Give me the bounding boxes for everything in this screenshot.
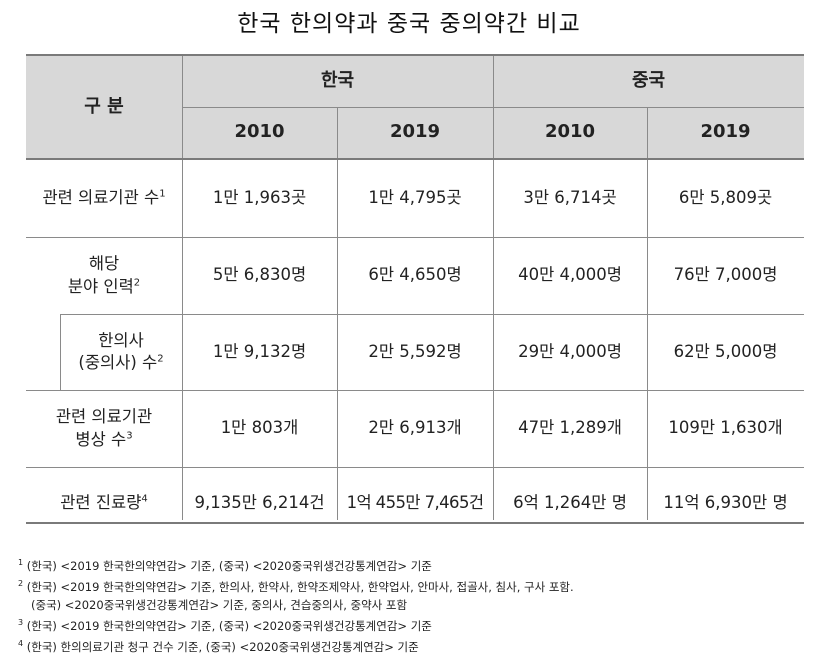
header-category: 구 분 bbox=[26, 56, 182, 158]
grid-line bbox=[647, 107, 648, 520]
grid-line bbox=[182, 107, 804, 108]
row-label: 해당 분야 인력2 bbox=[67, 254, 141, 296]
table-cell: 47만 1,289개 bbox=[518, 418, 622, 438]
row-label: 관련 진료량4 bbox=[60, 493, 148, 513]
header-divider bbox=[26, 158, 804, 160]
table-cell: 62만 5,000명 bbox=[673, 341, 778, 361]
table-cell: 109만 1,630개 bbox=[668, 418, 783, 438]
footnote: 1 (한국) <2019 한국한의약연감> 기준, (중국) <2020중국위생… bbox=[18, 558, 432, 573]
comparison-table: 구 분 한국 중국 2010 2019 2010 2019 관련 의료기관 수1… bbox=[26, 54, 804, 524]
table-cell: 1만 9,132명 bbox=[212, 341, 307, 361]
row-label: 관련 의료기관 수1 bbox=[42, 188, 166, 208]
footnote: 4 (한국) 한의의료기관 청구 건수 기준, (중국) <2020중국위생건강… bbox=[18, 639, 419, 655]
table-cell: 1억 455만 7,465건 bbox=[346, 493, 484, 513]
header-year: 2010 bbox=[182, 107, 337, 158]
grid-line bbox=[26, 467, 804, 468]
table-cell: 76만 7,000명 bbox=[673, 265, 778, 285]
table-cell: 5만 6,830명 bbox=[212, 265, 307, 285]
table-cell: 2만 6,913개 bbox=[368, 418, 462, 438]
grid-line bbox=[182, 56, 183, 520]
table-cell: 29만 4,000명 bbox=[518, 341, 622, 361]
table-cell: 11억 6,930만 명 bbox=[663, 493, 788, 513]
grid-line bbox=[337, 107, 338, 520]
table-cell: 6만 4,650명 bbox=[368, 265, 462, 285]
header-year: 2019 bbox=[647, 107, 804, 158]
table-cell: 2만 5,592명 bbox=[368, 341, 462, 361]
grid-line bbox=[493, 56, 494, 520]
grid-line bbox=[26, 237, 804, 238]
footnote: 2 (한국) <2019 한국한의약연감> 기준, 한의사, 한약사, 한약조제… bbox=[18, 579, 574, 594]
header-korea: 한국 bbox=[182, 56, 493, 107]
table-cell: 3만 6,714곳 bbox=[523, 188, 617, 208]
header-china: 중국 bbox=[493, 56, 804, 107]
footnotes: 1 (한국) <2019 한국한의약연감> 기준, (중국) <2020중국위생… bbox=[18, 554, 808, 656]
grid-line bbox=[26, 390, 804, 391]
table-cell: 6만 5,809곳 bbox=[678, 188, 773, 208]
table-cell: 40만 4,000명 bbox=[518, 265, 622, 285]
table-cell: 9,135만 6,214건 bbox=[194, 493, 325, 513]
table-cell: 1만 4,795곳 bbox=[368, 188, 462, 208]
grid-line bbox=[60, 314, 61, 390]
footnote: (중국) <2020중국위생건강통계연감> 기준, 중의사, 견습중의사, 중약… bbox=[31, 598, 408, 613]
footnote: 3 (한국) <2019 한국한의약연감> 기준, (중국) <2020중국위생… bbox=[18, 618, 432, 634]
table-cell: 1만 1,963곳 bbox=[212, 188, 307, 208]
page-title: 한국 한의약과 중국 중의약간 비교 bbox=[237, 11, 581, 37]
header-year: 2010 bbox=[493, 107, 647, 158]
grid-line bbox=[60, 314, 804, 315]
row-label: 한의사 (중의사) 수2 bbox=[78, 330, 164, 372]
table-cell: 1만 803개 bbox=[220, 418, 299, 438]
table-cell: 6억 1,264만 명 bbox=[513, 493, 627, 513]
header-year: 2019 bbox=[337, 107, 493, 158]
row-label: 관련 의료기관 병상 수3 bbox=[55, 407, 153, 449]
